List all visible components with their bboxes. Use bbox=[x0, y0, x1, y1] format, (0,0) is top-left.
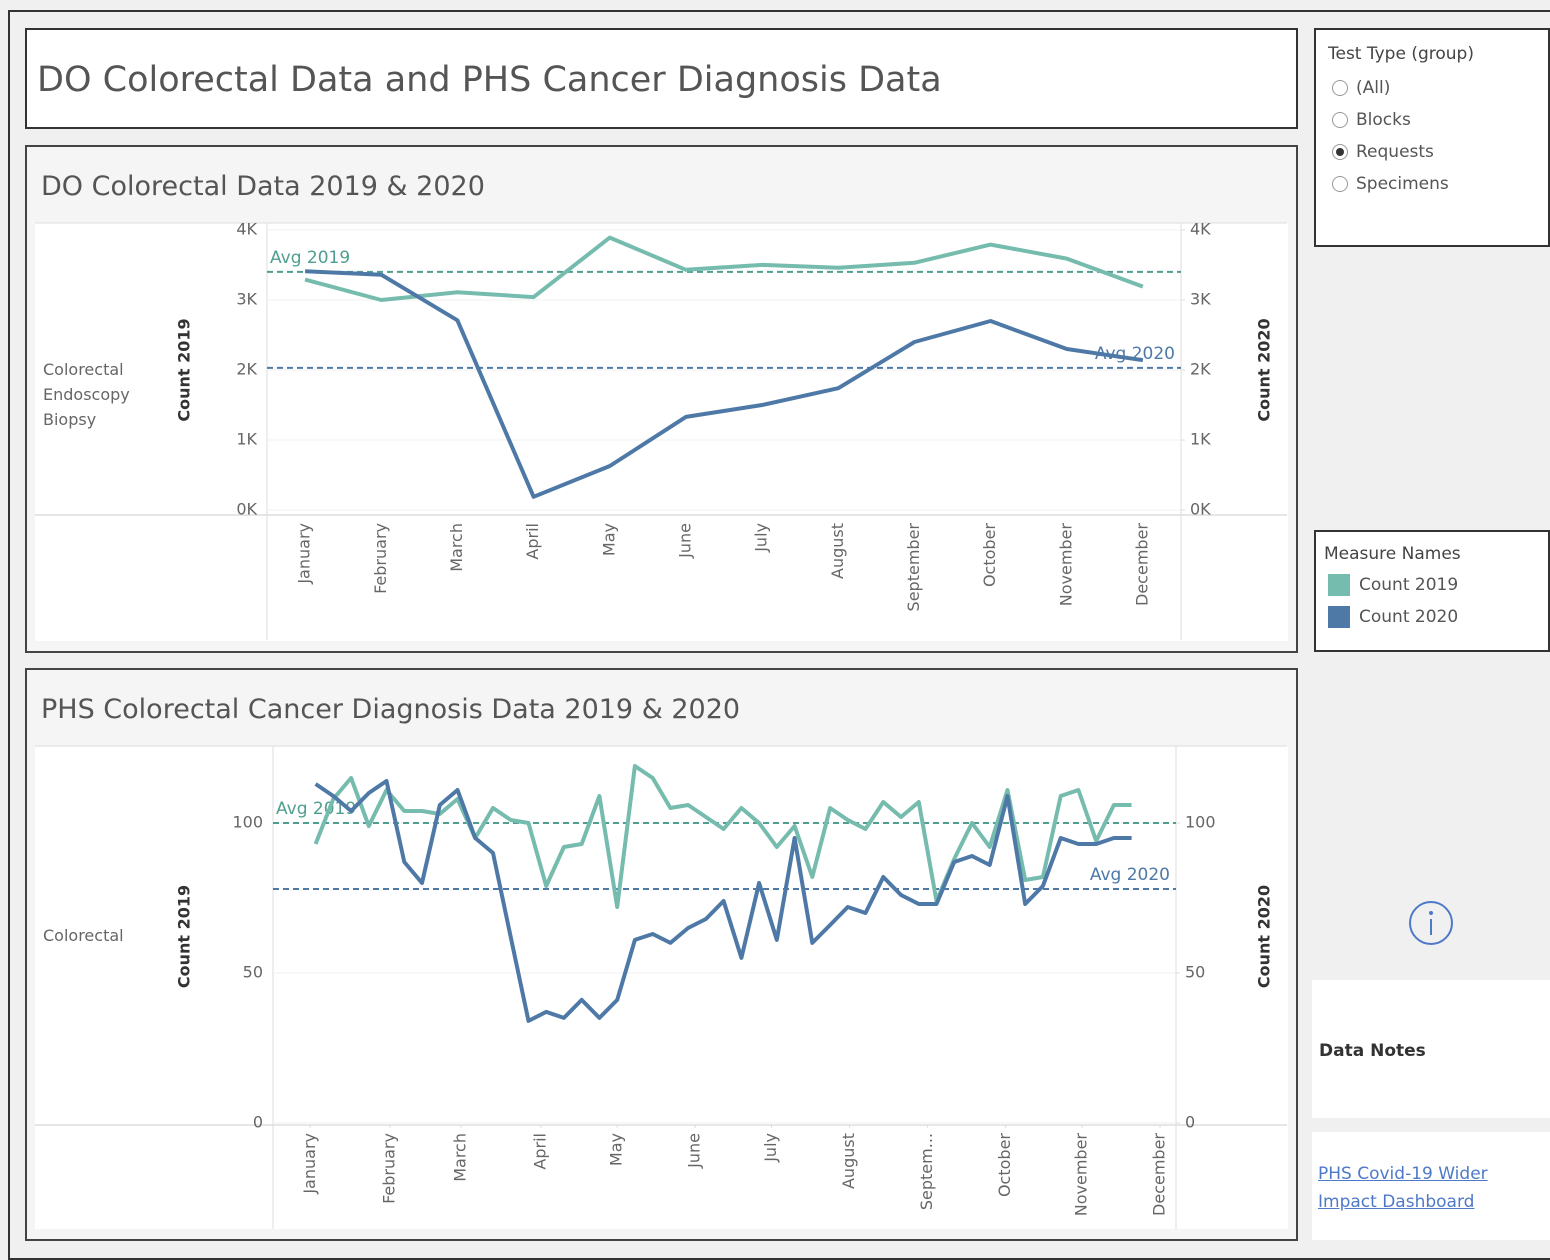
chart-panel: PHS Colorectal Cancer Diagnosis Data 201… bbox=[25, 668, 1298, 1241]
x-tick-label: October bbox=[980, 523, 999, 587]
reference-label: Avg 2020 bbox=[1095, 344, 1175, 364]
x-tick-label: January bbox=[295, 523, 314, 585]
y-tick-label: 0 bbox=[253, 1112, 263, 1131]
reference-label: Avg 2020 bbox=[1090, 865, 1170, 885]
plot-area bbox=[35, 746, 1288, 1229]
data-notes-box: Data Notes bbox=[1312, 980, 1550, 1118]
y2-tick-label: 3K bbox=[1190, 289, 1211, 308]
info-icon[interactable] bbox=[1408, 900, 1454, 946]
y-tick-label: 4K bbox=[236, 219, 257, 238]
filter-option[interactable]: Blocks bbox=[1332, 110, 1411, 130]
x-tick-label: December bbox=[1132, 523, 1151, 606]
series-line bbox=[313, 764, 1132, 909]
x-tick-label: November bbox=[1071, 1133, 1090, 1217]
option-label: Requests bbox=[1356, 142, 1434, 162]
title-box: DO Colorectal Data and PHS Cancer Diagno… bbox=[25, 28, 1298, 129]
legend-box: Measure Names Count 2019 Count 2020 bbox=[1314, 530, 1550, 652]
chart-title: PHS Colorectal Cancer Diagnosis Data 201… bbox=[41, 694, 741, 725]
x-tick-label: August bbox=[828, 523, 847, 579]
x-tick-label: July bbox=[761, 1133, 780, 1163]
legend-label: Count 2020 bbox=[1359, 607, 1459, 627]
radio-button[interactable] bbox=[1332, 144, 1348, 160]
x-tick-label: May bbox=[599, 523, 618, 556]
y2-tick-label: 4K bbox=[1190, 219, 1211, 238]
dashboard-title: DO Colorectal Data and PHS Cancer Diagno… bbox=[37, 60, 942, 100]
legend-swatch bbox=[1328, 606, 1350, 628]
y-axis-title: Count 2019 bbox=[175, 885, 194, 988]
x-tick-label: February bbox=[380, 1133, 399, 1204]
y-tick-label: 1K bbox=[236, 430, 257, 449]
reference-label: Avg 2019 bbox=[270, 248, 350, 268]
option-label: Specimens bbox=[1356, 174, 1449, 194]
x-tick-label: November bbox=[1056, 523, 1075, 607]
x-tick-label: January bbox=[300, 1133, 319, 1195]
y2-tick-label: 0 bbox=[1185, 1112, 1195, 1131]
row-label: Colorectal Endoscopy Biopsy bbox=[43, 360, 130, 429]
filter-option[interactable]: Requests bbox=[1332, 142, 1434, 162]
legend-swatch bbox=[1328, 574, 1350, 596]
y-tick-label: 100 bbox=[232, 812, 263, 831]
x-tick-label: Septem... bbox=[917, 1133, 936, 1210]
data-notes-title: Data Notes bbox=[1319, 1041, 1426, 1061]
y-tick-label: 50 bbox=[243, 962, 263, 981]
filter-option[interactable]: Specimens bbox=[1332, 174, 1449, 194]
y2-tick-label: 1K bbox=[1190, 430, 1211, 449]
x-tick-label: April bbox=[523, 523, 542, 560]
filter-option[interactable]: (All) bbox=[1332, 78, 1390, 98]
x-tick-label: October bbox=[995, 1133, 1014, 1197]
series-line bbox=[314, 779, 1132, 1023]
x-tick-label: December bbox=[1150, 1133, 1169, 1216]
dashboard-link[interactable]: PHS Covid-19 Wider Impact Dashboard bbox=[1318, 1164, 1488, 1212]
x-tick-label: September bbox=[904, 523, 923, 612]
y-tick-label: 2K bbox=[236, 360, 257, 379]
y2-tick-label: 2K bbox=[1190, 360, 1211, 379]
legend-item: Count 2019 bbox=[1328, 574, 1458, 596]
series-line bbox=[305, 269, 1144, 499]
x-tick-label: April bbox=[530, 1133, 549, 1170]
y-tick-label: 0K bbox=[236, 500, 257, 519]
y2-axis-title: Count 2020 bbox=[1255, 318, 1274, 421]
x-tick-label: March bbox=[447, 523, 466, 572]
y2-axis-title: Count 2020 bbox=[1255, 885, 1274, 988]
y2-tick-label: 0K bbox=[1190, 500, 1211, 519]
x-tick-label: June bbox=[675, 523, 694, 559]
x-tick-label: July bbox=[752, 523, 771, 553]
y-tick-label: 3K bbox=[236, 289, 257, 308]
info-dot bbox=[1429, 911, 1433, 915]
x-tick-label: June bbox=[685, 1133, 704, 1169]
option-label: (All) bbox=[1356, 78, 1391, 98]
link-box: PHS Covid-19 Wider Impact Dashboard bbox=[1312, 1132, 1550, 1240]
radio-button[interactable] bbox=[1332, 80, 1348, 96]
x-tick-label: August bbox=[839, 1133, 858, 1189]
filter-box: Test Type (group) (All) Blocks Requests Spe… bbox=[1314, 28, 1550, 247]
x-tick-label: May bbox=[607, 1133, 626, 1166]
chart-panel: DO Colorectal Data 2019 & 2020 Colorecta… bbox=[25, 145, 1298, 653]
y-axis-title: Count 2019 bbox=[175, 318, 194, 421]
series-line bbox=[304, 235, 1144, 302]
legend-item: Count 2020 bbox=[1328, 606, 1458, 628]
radio-button[interactable] bbox=[1332, 112, 1348, 128]
option-label: Blocks bbox=[1356, 110, 1411, 130]
info-circle bbox=[1409, 901, 1453, 945]
chart-title: DO Colorectal Data 2019 & 2020 bbox=[41, 171, 485, 202]
reference-label: Avg 2019 bbox=[276, 799, 356, 819]
legend-label: Count 2019 bbox=[1359, 575, 1459, 595]
x-tick-label: February bbox=[371, 523, 390, 594]
y2-tick-label: 100 bbox=[1185, 812, 1216, 831]
radio-button[interactable] bbox=[1332, 176, 1348, 192]
legend-title: Measure Names bbox=[1324, 544, 1461, 564]
filter-title: Test Type (group) bbox=[1328, 44, 1474, 64]
x-tick-label: March bbox=[451, 1133, 470, 1182]
y2-tick-label: 50 bbox=[1185, 962, 1205, 981]
row-label: Colorectal bbox=[43, 926, 124, 945]
